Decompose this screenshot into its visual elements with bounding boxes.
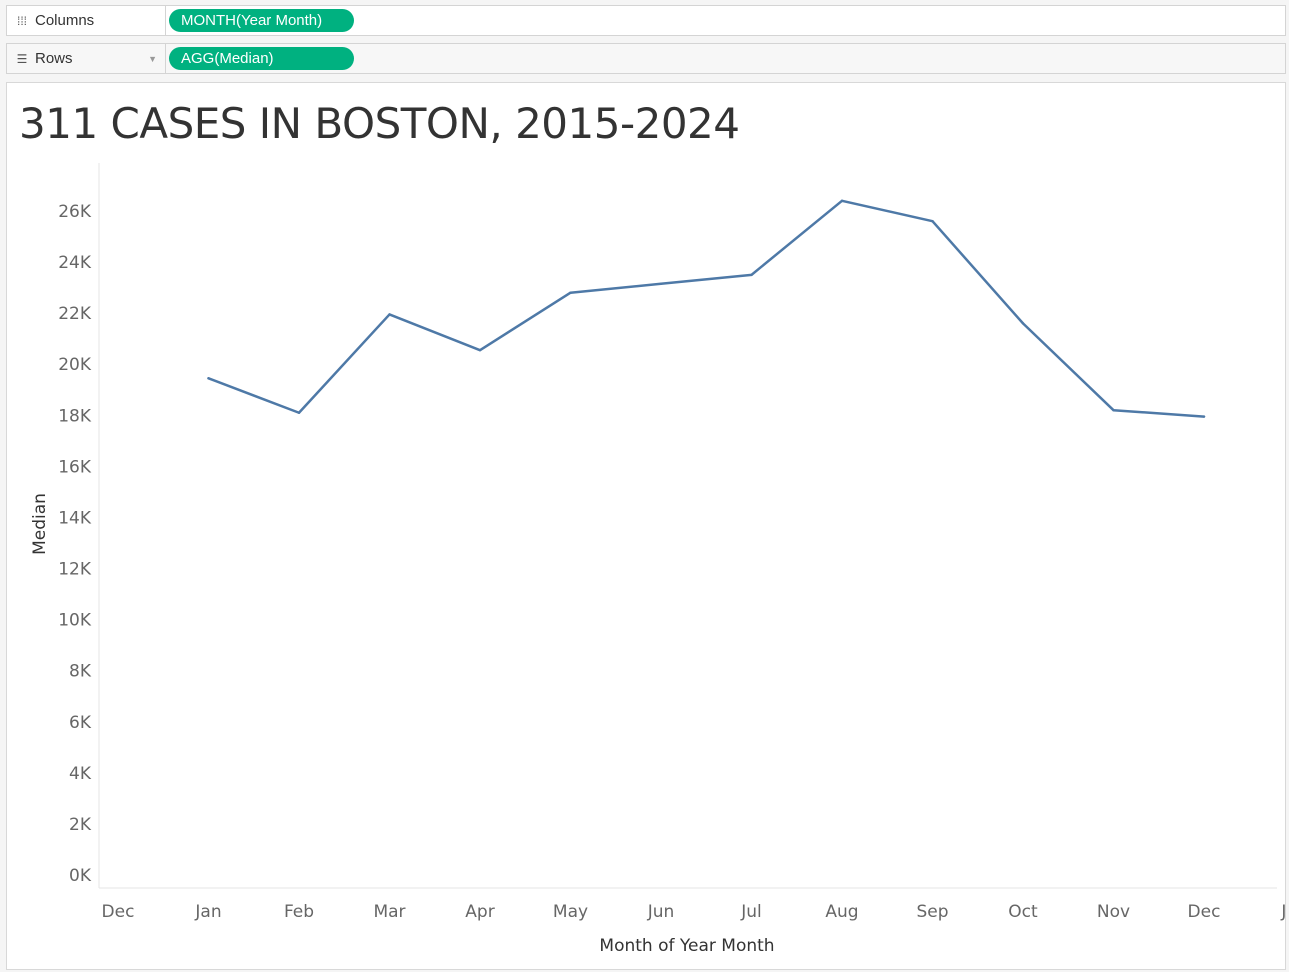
data-point — [569, 291, 572, 294]
x-axis-title: Month of Year Month — [599, 936, 774, 956]
rows-label-text: Rows — [35, 50, 73, 67]
x-tick-label: May — [553, 902, 588, 922]
x-tick-label: Aug — [825, 902, 858, 922]
x-tick-label: Dec — [102, 902, 135, 922]
data-point — [840, 199, 844, 202]
y-tick-label: 24K — [58, 253, 92, 273]
line-chart: 0K 2K 4K 6K 8K 10K 12K 14K 16K 18K 20K 22K 24K 26K Dec… — [30, 163, 1285, 956]
x-tick-label: Jul — [740, 902, 762, 922]
rows-icon: ☰ — [16, 51, 28, 66]
chart-view: 311 CASES IN BOSTON, 2015-2024 0K 2K 4K 6K 8… — [6, 82, 1286, 970]
chart-title: 311 CASES IN BOSTON, 2015-2024 — [19, 99, 740, 148]
x-tick-label: Sep — [916, 902, 948, 922]
y-tick-label: 20K — [58, 355, 92, 375]
x-tick-label: Jan — [1280, 902, 1285, 922]
rows-shelf-label: ☰ Rows ▼ — [7, 44, 166, 73]
data-point — [388, 313, 391, 316]
x-tick-label: Mar — [373, 902, 405, 922]
y-tick-label: 14K — [58, 508, 92, 528]
data-point — [297, 411, 301, 414]
y-tick-label: 26K — [58, 202, 92, 222]
y-tick-label: 18K — [58, 406, 92, 426]
series-line — [207, 199, 1206, 418]
data-point — [1021, 322, 1025, 325]
y-tick-label: 4K — [69, 764, 92, 784]
y-tick-label: 12K — [58, 560, 92, 580]
y-tick-label: 16K — [58, 457, 92, 477]
data-point — [931, 220, 934, 223]
columns-label-text: Columns — [35, 12, 95, 29]
columns-icon: ⁞⁞⁞ — [16, 13, 27, 28]
rows-pill[interactable]: AGG(Median) — [169, 47, 354, 70]
x-tick-label: Dec — [1188, 902, 1221, 922]
data-point — [659, 282, 663, 285]
data-point — [207, 377, 210, 380]
columns-pill[interactable]: MONTH(Year Month) — [169, 9, 354, 32]
y-tick-label: 6K — [69, 713, 92, 733]
x-tick-label: Apr — [465, 902, 494, 922]
data-point — [750, 273, 753, 277]
y-tick-label: 0K — [69, 866, 92, 886]
x-tick-label: Jan — [194, 902, 221, 922]
data-point — [478, 348, 482, 352]
y-tick-label: 22K — [58, 304, 92, 324]
y-axis-title: Median — [30, 493, 50, 555]
y-tick-label: 10K — [58, 611, 92, 631]
data-point — [1202, 415, 1206, 418]
x-tick-label: Jun — [647, 902, 675, 922]
chevron-down-icon[interactable]: ▼ — [148, 54, 157, 64]
x-tick-label: Feb — [284, 902, 314, 922]
columns-shelf-label: ⁞⁞⁞ Columns — [7, 6, 166, 35]
columns-shelf[interactable]: ⁞⁞⁞ Columns MONTH(Year Month) — [6, 5, 1286, 36]
y-tick-label: 8K — [69, 662, 92, 682]
y-tick-label: 2K — [69, 815, 92, 835]
x-tick-label: Oct — [1008, 902, 1038, 922]
rows-shelf[interactable]: ☰ Rows ▼ AGG(Median) — [6, 43, 1286, 74]
data-point — [1112, 409, 1115, 412]
x-tick-label: Nov — [1097, 902, 1130, 922]
